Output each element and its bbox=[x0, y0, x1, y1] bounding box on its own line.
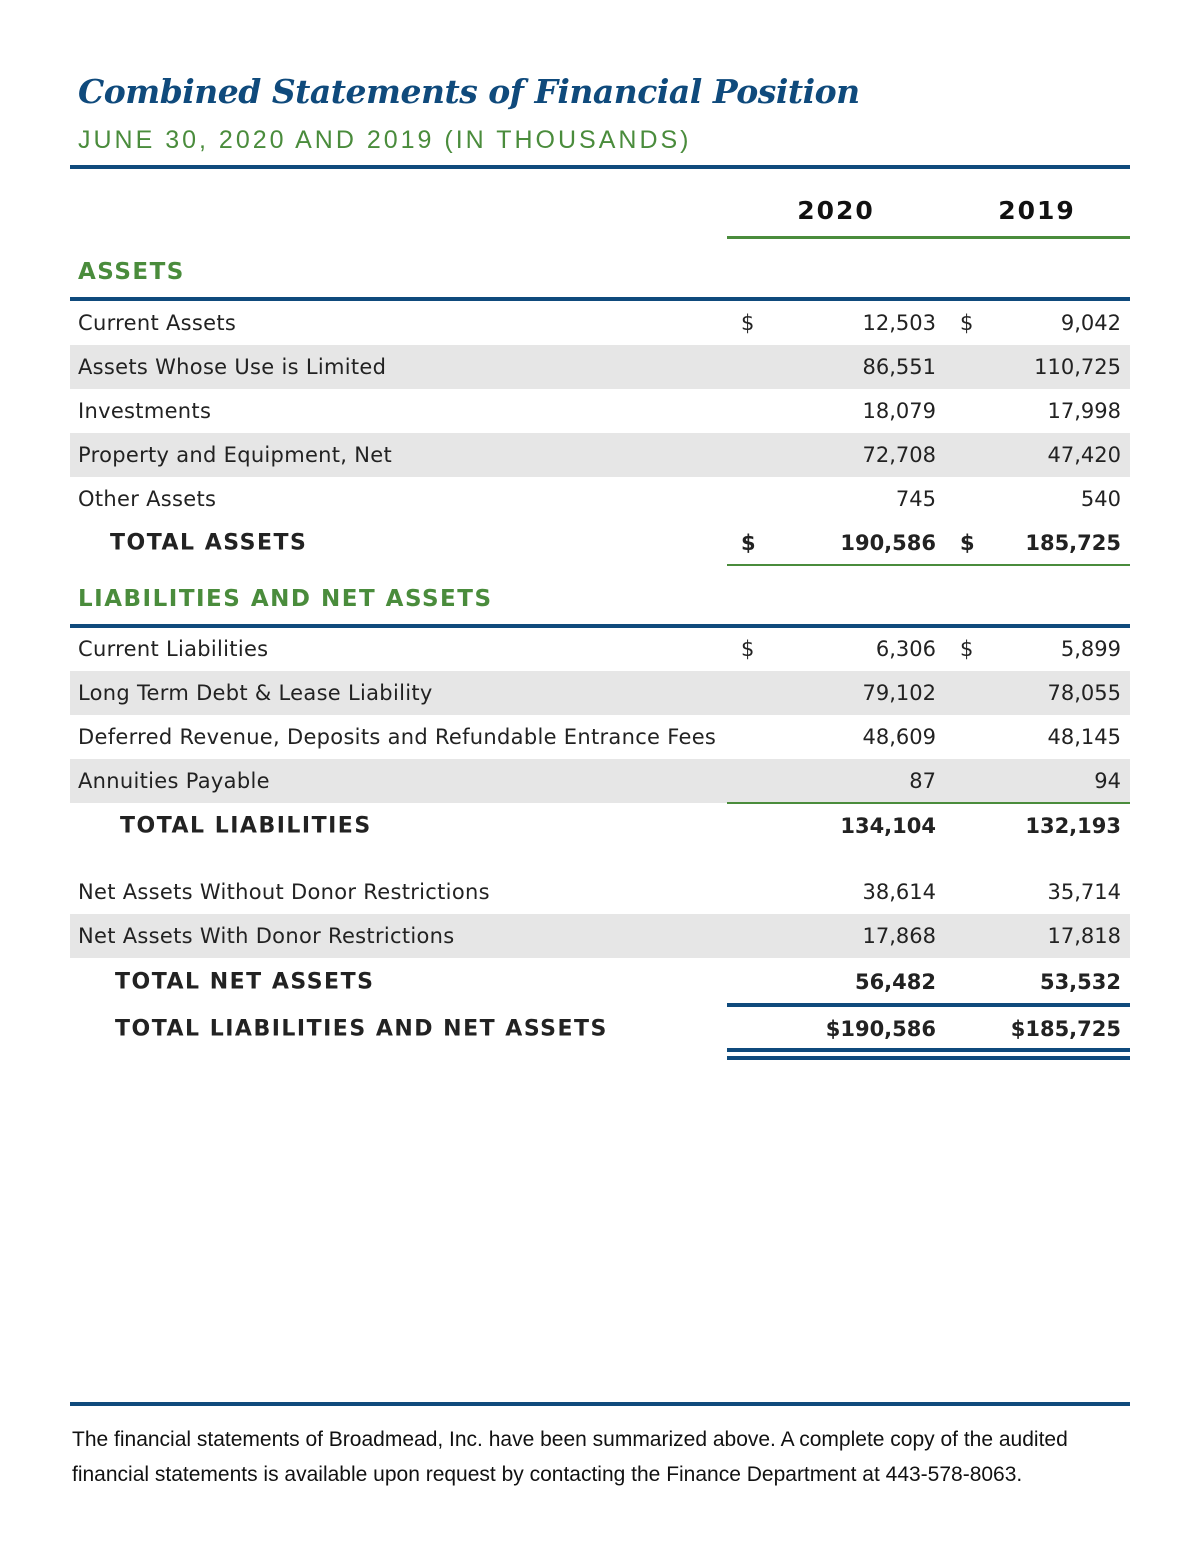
row-label: Current Liabilities bbox=[78, 637, 269, 661]
row-label: Assets Whose Use is Limited bbox=[78, 355, 387, 379]
value-2019: 78,055 bbox=[1047, 681, 1121, 705]
footer-divider bbox=[70, 1402, 1130, 1406]
value-2019: 35,714 bbox=[1047, 880, 1121, 904]
table-row: Assets Whose Use is Limited 86,551 110,725 bbox=[70, 345, 1130, 389]
table-row: Net Assets With Donor Restrictions 17,868… bbox=[70, 914, 1130, 958]
row-label: Other Assets bbox=[78, 487, 217, 511]
column-header-divider bbox=[727, 236, 1130, 239]
row-label: Property and Equipment, Net bbox=[78, 443, 393, 467]
total-row: TOTAL LIABILITIES AND NET ASSETS $190,586… bbox=[70, 1007, 1130, 1051]
value-2020: 12,503 bbox=[862, 311, 936, 335]
currency-symbol-2019: $ bbox=[960, 311, 974, 335]
value-2020: 745 bbox=[895, 487, 936, 511]
table-row: Other Assets 745 540 bbox=[70, 477, 1130, 521]
row-label: Deferred Revenue, Deposits and Refundabl… bbox=[78, 725, 717, 749]
assets-divider bbox=[70, 297, 1130, 301]
row-label: TOTAL NET ASSETS bbox=[115, 969, 375, 995]
row-label: TOTAL LIABILITIES AND NET ASSETS bbox=[115, 1016, 608, 1042]
value-2020: 56,482 bbox=[854, 970, 936, 994]
value-2019: 94 bbox=[1094, 769, 1121, 793]
table-row: Net Assets Without Donor Restrictions 38,… bbox=[70, 870, 1130, 914]
total-row: TOTAL ASSETS $190,586 $185,725 bbox=[70, 521, 1130, 565]
footer-note: The financial statements of Broadmead, I… bbox=[72, 1428, 1068, 1486]
page-title: Combined Statements of Financial Positio… bbox=[78, 72, 860, 111]
total-net-assets-underline bbox=[727, 1003, 1130, 1007]
total-row: TOTAL NET ASSETS 56,482 53,532 bbox=[70, 960, 1130, 1004]
value-2019: 53,532 bbox=[1039, 970, 1121, 994]
value-2020: $190,586 bbox=[825, 1017, 936, 1041]
total-liabilities-overline bbox=[727, 802, 1130, 804]
currency-symbol-2020: $ bbox=[741, 637, 755, 661]
table-row: Long Term Debt & Lease Liability 79,102 78… bbox=[70, 671, 1130, 715]
currency-symbol-2019: $ bbox=[960, 637, 974, 661]
value-2019: 17,998 bbox=[1047, 399, 1121, 423]
table-row: Current Liabilities $6,306 $5,899 bbox=[70, 627, 1130, 671]
table-row: Current Assets $12,503 $9,042 bbox=[70, 301, 1130, 345]
value-2020: 72,708 bbox=[862, 443, 936, 467]
row-label: Annuities Payable bbox=[78, 769, 270, 793]
value-2019: $185,725 bbox=[1010, 1017, 1121, 1041]
value-2019: 17,818 bbox=[1047, 924, 1121, 948]
column-header-2019: 2019 bbox=[998, 196, 1076, 225]
row-label: Long Term Debt & Lease Liability bbox=[78, 681, 433, 705]
value-2020: 48,609 bbox=[862, 725, 936, 749]
currency-symbol-2020: $ bbox=[741, 531, 756, 555]
currency-symbol-2020: $ bbox=[741, 311, 755, 335]
page-subtitle: JUNE 30, 2020 AND 2019 (IN THOUSANDS) bbox=[78, 126, 692, 154]
row-label: Investments bbox=[78, 399, 212, 423]
value-2020: 79,102 bbox=[862, 681, 936, 705]
table-row: Property and Equipment, Net 72,708 47,420 bbox=[70, 433, 1130, 477]
currency-symbol-2019: $ bbox=[960, 531, 975, 555]
value-2019: 110,725 bbox=[1034, 355, 1121, 379]
table-row: Deferred Revenue, Deposits and Refundabl… bbox=[70, 715, 1130, 759]
value-2020: 190,586 bbox=[840, 531, 936, 555]
row-label: TOTAL LIABILITIES bbox=[120, 813, 372, 839]
value-2020: 87 bbox=[909, 769, 936, 793]
row-label: Current Assets bbox=[78, 311, 237, 335]
value-2019: 48,145 bbox=[1047, 725, 1121, 749]
value-2020: 38,614 bbox=[862, 880, 936, 904]
value-2019: 5,899 bbox=[1060, 637, 1121, 661]
value-2020: 86,551 bbox=[862, 355, 936, 379]
value-2020: 17,868 bbox=[862, 924, 936, 948]
value-2019: 132,193 bbox=[1025, 814, 1121, 838]
row-label: TOTAL ASSETS bbox=[110, 530, 308, 556]
row-label: Net Assets Without Donor Restrictions bbox=[78, 880, 490, 904]
value-2019: 540 bbox=[1080, 487, 1121, 511]
value-2020: 18,079 bbox=[862, 399, 936, 423]
assets-heading: ASSETS bbox=[78, 259, 185, 285]
row-label: Net Assets With Donor Restrictions bbox=[78, 924, 455, 948]
grand-total-double-line-top bbox=[727, 1048, 1130, 1052]
total-row: TOTAL LIABILITIES 134,104 132,193 bbox=[70, 804, 1130, 848]
liabilities-heading: LIABILITIES AND NET ASSETS bbox=[78, 586, 493, 612]
value-2020: 6,306 bbox=[875, 637, 936, 661]
value-2019: 9,042 bbox=[1060, 311, 1121, 335]
value-2019: 185,725 bbox=[1025, 531, 1121, 555]
title-divider bbox=[70, 165, 1130, 169]
liabilities-divider bbox=[70, 624, 1130, 628]
table-row: Investments 18,079 17,998 bbox=[70, 389, 1130, 433]
value-2019: 47,420 bbox=[1047, 443, 1121, 467]
table-row: Annuities Payable 87 94 bbox=[70, 759, 1130, 803]
total-assets-underline bbox=[727, 564, 1130, 566]
value-2020: 134,104 bbox=[840, 814, 936, 838]
column-header-2020: 2020 bbox=[797, 196, 875, 225]
grand-total-double-line-bottom bbox=[727, 1056, 1130, 1060]
